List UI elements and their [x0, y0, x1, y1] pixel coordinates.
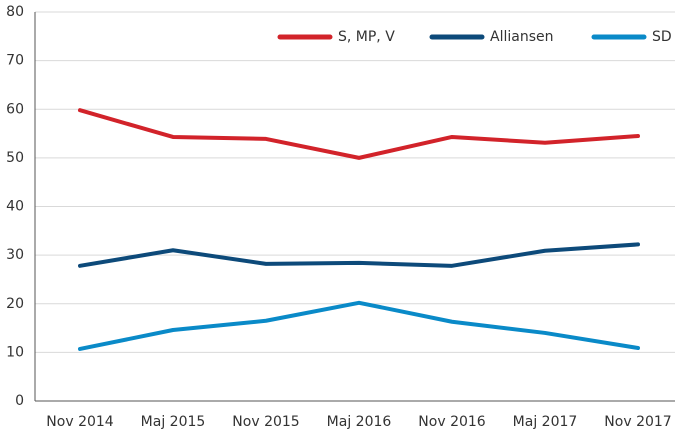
legend-label: Alliansen: [490, 29, 553, 45]
y-tick-label: 0: [15, 393, 24, 409]
y-tick-label: 40: [6, 199, 24, 215]
x-tick-label: Nov 2015: [232, 414, 299, 430]
y-tick-label: 20: [6, 296, 24, 312]
legend-label: SD: [652, 29, 672, 45]
x-tick-label: Nov 2017: [604, 414, 671, 430]
line-series: [78, 242, 640, 268]
y-tick-label: 80: [6, 4, 24, 20]
x-tick-label: Maj 2015: [141, 414, 206, 430]
y-tick-label: 70: [6, 53, 24, 69]
y-tick-label: 30: [6, 247, 24, 263]
y-tick-label: 60: [6, 101, 24, 117]
x-tick-label: Maj 2017: [513, 414, 578, 430]
line-series: [78, 108, 640, 160]
y-tick-label: 10: [6, 344, 24, 360]
x-tick-label: Nov 2014: [46, 414, 113, 430]
y-tick-label: 50: [6, 150, 24, 166]
line-series: [78, 300, 640, 351]
x-tick-label: Maj 2016: [327, 414, 392, 430]
legend-label: S, MP, V: [338, 29, 395, 45]
x-tick-label: Nov 2016: [418, 414, 485, 430]
